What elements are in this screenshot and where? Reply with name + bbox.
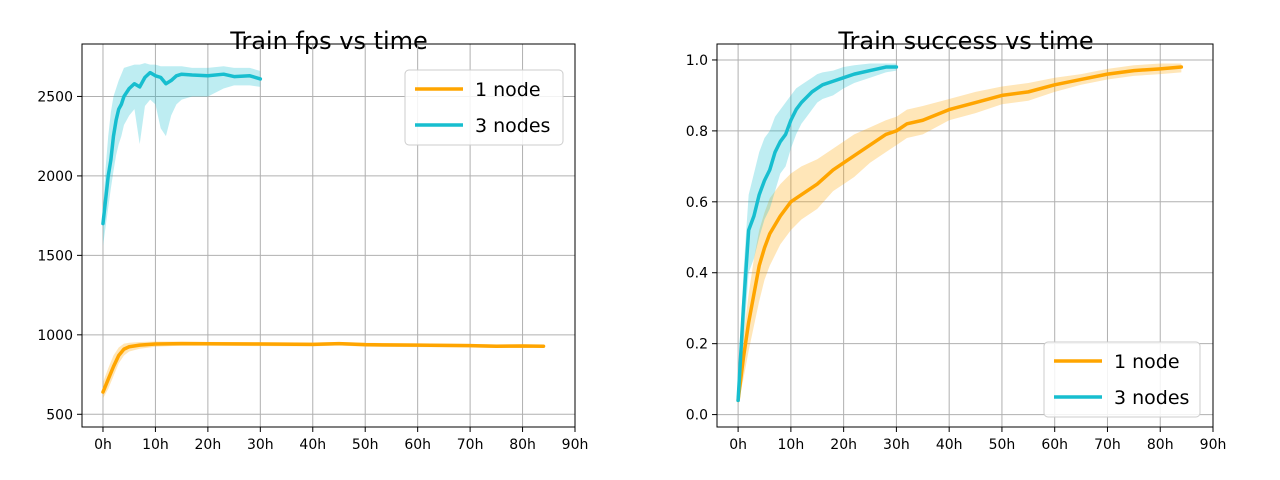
x-tick-label: 0h	[729, 437, 747, 453]
series-line-3-nodes	[101, 70, 263, 226]
x-tick-label: 20h	[830, 437, 857, 453]
y-tick-label: 2500	[37, 89, 73, 105]
chart-title: Train success vs time	[837, 27, 1093, 55]
y-tick-label: 1.0	[686, 53, 708, 69]
series-band-3-nodes	[102, 63, 261, 246]
series-line-3-nodes	[736, 65, 899, 403]
x-tick-label: 40h	[299, 437, 326, 453]
series-band-1-node	[102, 341, 544, 399]
x-tick-label: 10h	[142, 437, 169, 453]
plot-frame	[81, 43, 576, 428]
x-tick-label: 10h	[778, 437, 805, 453]
x-tick-label: 80h	[509, 437, 536, 453]
x-tick-label: 60h	[404, 437, 431, 453]
y-tick-label: 0.6	[686, 195, 708, 211]
x-tick-label: 0h	[94, 437, 112, 453]
y-tick-label: 0.4	[686, 266, 708, 282]
series-band-1-node	[738, 63, 1182, 404]
x-tick-label: 90h	[562, 437, 589, 453]
plot-frame	[716, 43, 1214, 428]
legend-label: 3 nodes	[1114, 387, 1189, 409]
legend-label: 1 node	[1114, 351, 1180, 373]
chart-2: Train success vs time 0h 10h 20h 30h 40h 50h 60…	[686, 27, 1227, 453]
x-tick-label: 30h	[883, 437, 910, 453]
x-tick-label: 20h	[195, 437, 222, 453]
grid	[82, 44, 576, 427]
x-tick-label: 70h	[1094, 437, 1121, 453]
x-tick-label: 70h	[457, 437, 484, 453]
y-tick-label: 0.0	[686, 408, 708, 424]
series-line-1-node	[101, 341, 546, 394]
x-tick-label: 40h	[936, 437, 963, 453]
y-tick-label: 1000	[37, 328, 73, 344]
x-tick-label: 90h	[1200, 437, 1227, 453]
legend-label: 3 nodes	[475, 115, 550, 137]
chart-1: Train fps vs time 0h 10h 20h 30h 40h 50h 60h 70h…	[37, 27, 588, 453]
y-tick-label: 1500	[37, 248, 73, 264]
x-tick-label: 30h	[247, 437, 274, 453]
y-tick-label: 2000	[37, 169, 73, 185]
y-tick-label: 500	[46, 407, 73, 423]
chart-title: Train fps vs time	[229, 27, 428, 55]
legend: 1 node 3 nodes	[1043, 341, 1201, 418]
y-tick-label: 0.2	[686, 337, 708, 353]
y-tick-label: 0.8	[686, 124, 708, 140]
x-tick-label: 60h	[1041, 437, 1068, 453]
legend-label: 1 node	[475, 79, 541, 101]
legend: 1 node 3 nodes	[404, 69, 564, 146]
series-line-1-node	[736, 65, 1184, 403]
x-tick-label: 50h	[989, 437, 1016, 453]
x-tick-label: 80h	[1147, 437, 1174, 453]
x-tick-label: 50h	[352, 437, 379, 453]
